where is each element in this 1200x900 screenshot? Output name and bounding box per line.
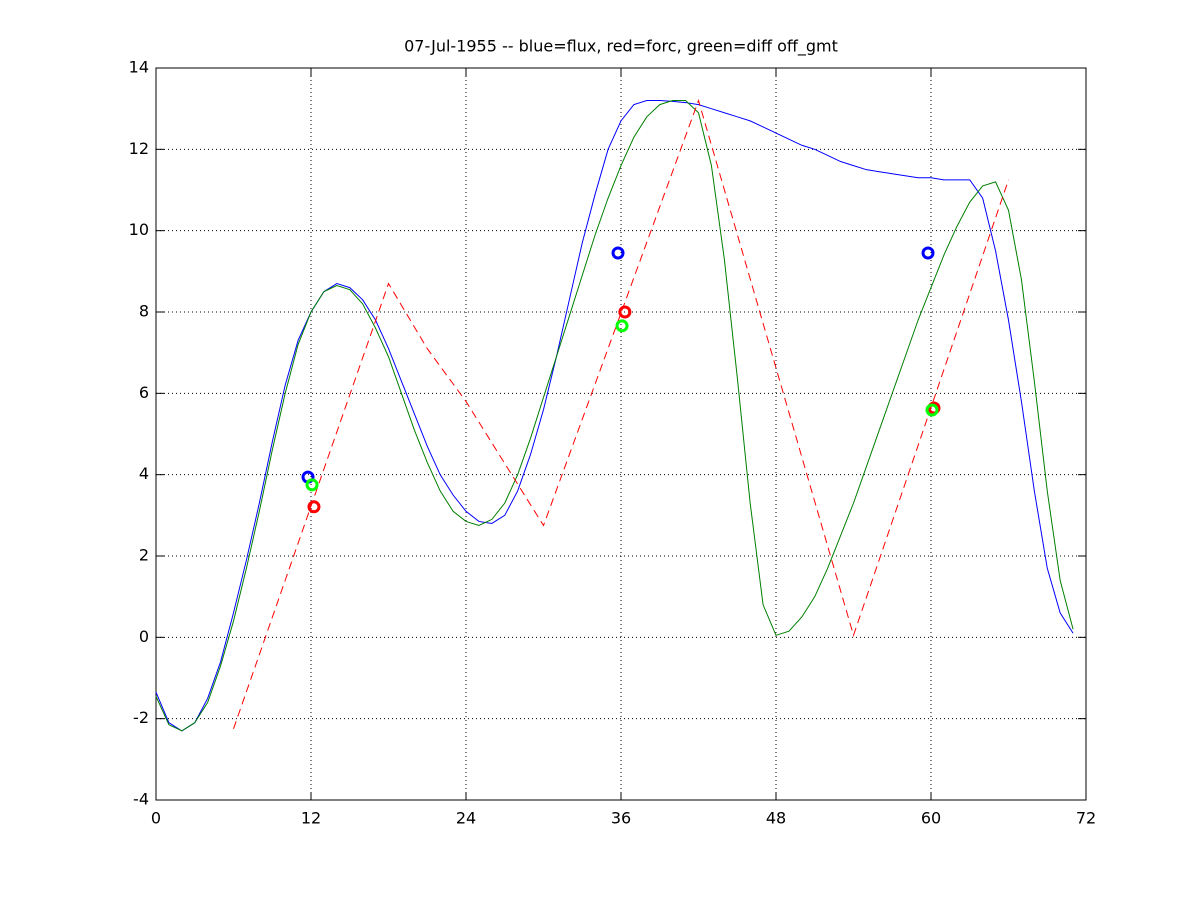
marker: [921, 246, 935, 260]
x-tick-label: 72: [1076, 809, 1096, 828]
plot-frame: [155, 67, 1087, 801]
y-tick-label: 0: [139, 627, 149, 646]
y-tick-label: 4: [139, 464, 149, 483]
marker: [927, 401, 941, 415]
y-tick-label: 2: [139, 546, 149, 565]
marker: [305, 478, 319, 492]
x-tick-label: 36: [611, 809, 631, 828]
marker: [615, 319, 629, 333]
y-tick-label: 12: [129, 139, 149, 158]
x-tick-label: 60: [921, 809, 941, 828]
marker: [611, 246, 625, 260]
marker: [618, 305, 632, 319]
x-tick-label: 48: [766, 809, 786, 828]
marker: [307, 500, 321, 514]
y-tick-label: -4: [133, 790, 149, 809]
x-tick-label: 12: [301, 809, 321, 828]
y-tick-label: -2: [133, 708, 149, 727]
y-tick-label: 6: [139, 383, 149, 402]
y-tick-label: 14: [129, 58, 149, 77]
line-series: [233, 98, 1009, 729]
x-tick-label: 24: [456, 809, 476, 828]
y-tick-label: 10: [129, 220, 149, 239]
chart-title: 07-Jul-1955 -- blue=flux, red=forc, gree…: [404, 37, 838, 57]
x-tick-label: 0: [151, 809, 161, 828]
line-series: [155, 100, 1074, 732]
marker: [925, 403, 939, 417]
y-tick-label: 8: [139, 302, 149, 321]
